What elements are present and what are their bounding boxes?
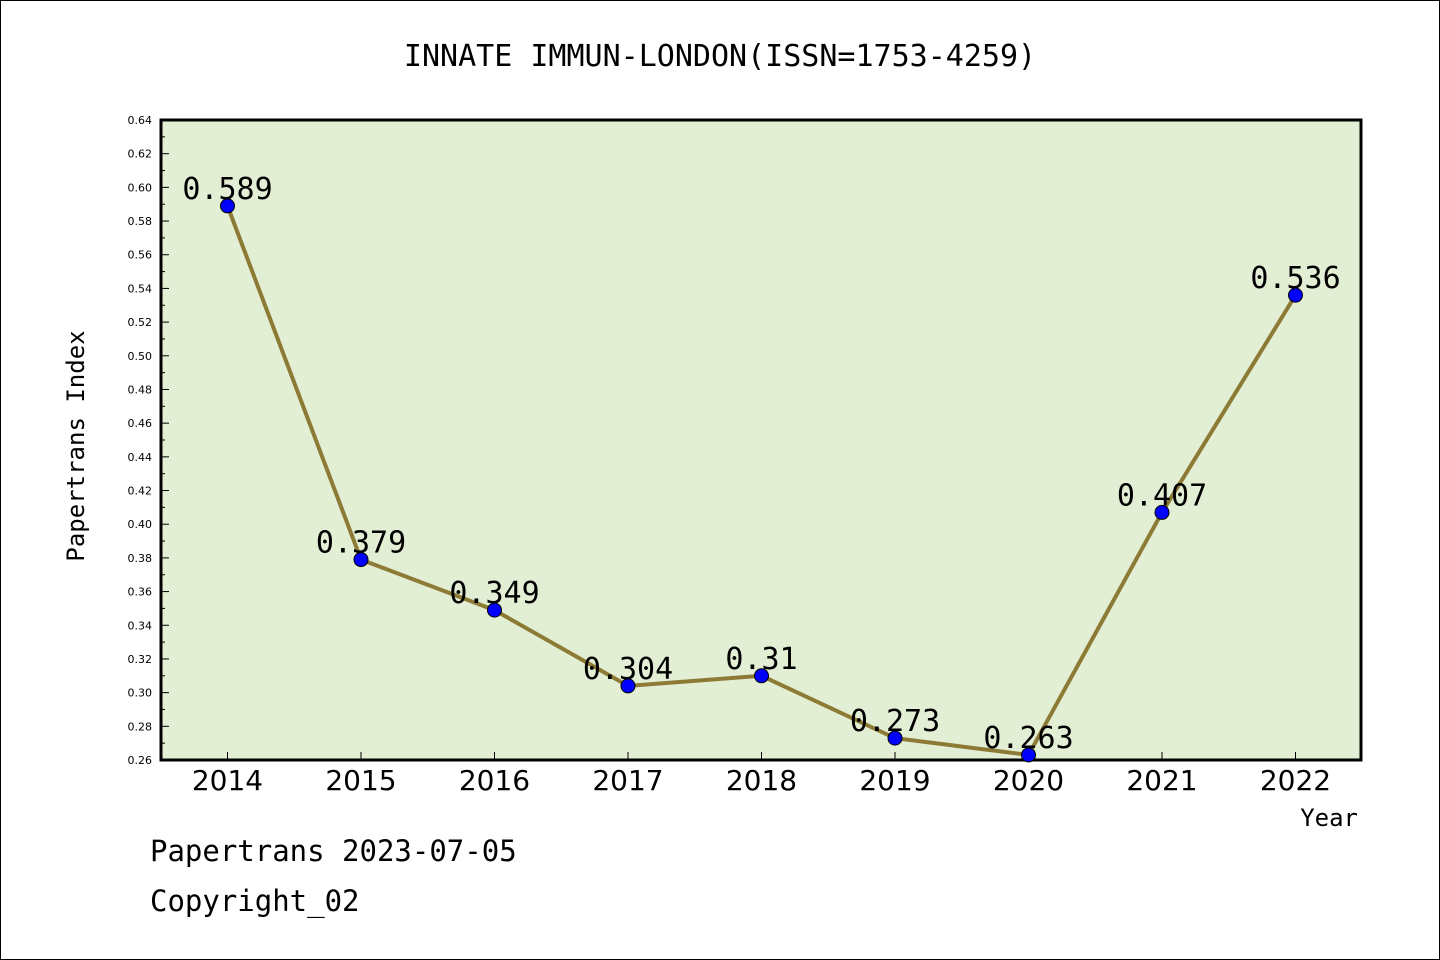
footer-copyright: Copyright_02	[150, 884, 360, 918]
x-tick-label: 2018	[726, 764, 797, 797]
y-tick-label: 0.50	[128, 350, 153, 363]
y-tick-label: 0.54	[128, 282, 153, 295]
y-tick-label: 0.28	[128, 720, 153, 733]
data-label: 0.379	[316, 526, 406, 561]
data-point	[353, 552, 369, 568]
y-tick-label: 0.26	[128, 754, 153, 767]
data-label: 0.349	[449, 576, 539, 611]
x-tick-label: 2017	[592, 764, 663, 797]
y-axis: 0.26 0.28 0.30 0.32 0.34 0.36 0.38 0.40 0.42 0.44…	[128, 114, 169, 767]
y-tick-label: 0.52	[128, 316, 153, 329]
y-tick-label: 0.44	[128, 451, 153, 464]
data-point	[1288, 287, 1303, 303]
y-tick-label: 0.58	[128, 215, 153, 228]
data-label: 0.589	[182, 172, 272, 207]
data-point	[1154, 504, 1170, 520]
y-tick-label: 0.64	[128, 114, 153, 127]
data-point	[487, 602, 502, 618]
data-label: 0.407	[1117, 478, 1207, 513]
y-tick-label: 0.40	[128, 518, 153, 531]
footer-date: Papertrans 2023-07-05	[150, 834, 517, 868]
y-tick-label: 0.42	[128, 485, 153, 498]
chart-title: INNATE IMMUN-LONDON(ISSN=1753-4259)	[404, 39, 1036, 74]
data-point	[220, 198, 235, 214]
data-label: 0.536	[1250, 261, 1340, 296]
plot-area	[159, 118, 1363, 762]
y-tick-label: 0.60	[128, 181, 153, 194]
data-point	[1021, 747, 1036, 763]
data-label: 0.263	[983, 721, 1073, 756]
x-tick-label: 2021	[1126, 764, 1197, 797]
data-point	[887, 730, 903, 746]
x-tick-label: 2019	[859, 764, 930, 797]
y-axis-label: Papertrans Index	[62, 330, 90, 561]
x-axis-label: Year	[1300, 804, 1358, 832]
y-tick-label: 0.56	[128, 249, 153, 262]
data-labels: 0.589 0.379 0.349 0.304 0.31 0.273 0.263 0.407 0…	[182, 172, 1340, 756]
y-tick-label: 0.48	[128, 383, 153, 396]
y-tick-label: 0.62	[128, 148, 153, 161]
x-tick-label: 2016	[459, 764, 530, 797]
data-label: 0.273	[850, 704, 940, 739]
x-tick-label: 2014	[192, 764, 263, 797]
y-tick-label: 0.32	[128, 653, 153, 666]
x-tick-label: 2020	[993, 764, 1064, 797]
x-tick-label: 2015	[325, 764, 396, 797]
data-series	[220, 198, 1303, 763]
data-point	[754, 668, 769, 684]
y-tick-label: 0.36	[128, 586, 153, 599]
y-tick-label: 0.34	[128, 619, 153, 632]
data-label: 0.304	[583, 652, 673, 687]
y-tick-label: 0.30	[128, 687, 153, 700]
y-tick-label: 0.46	[128, 417, 153, 430]
x-tick-label: 2022	[1260, 764, 1331, 797]
data-label: 0.31	[725, 642, 797, 677]
x-axis: 2014 2015 2016 2017 2018 2019 2020 2021 2022	[192, 752, 1331, 797]
data-point	[620, 678, 636, 694]
y-tick-label: 0.38	[128, 552, 153, 565]
